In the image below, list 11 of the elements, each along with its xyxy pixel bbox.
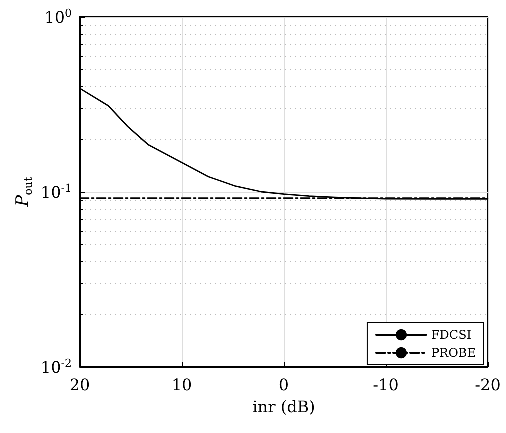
x-axis-title: inr (dB) bbox=[252, 398, 316, 416]
x-tick-label: 20 bbox=[70, 376, 90, 394]
x-tick-label: -20 bbox=[475, 376, 501, 394]
x-tick-label: 0 bbox=[278, 376, 290, 394]
y-tick-label: 10$^{-1}$ bbox=[40, 182, 72, 202]
y-tick-label: 10$^{0}$ bbox=[44, 6, 72, 28]
y-tick-label: 10$^{-2}$ bbox=[40, 356, 72, 378]
x-tick-label: -10 bbox=[373, 376, 399, 394]
x-tick-label: 10 bbox=[172, 376, 192, 394]
legend-label: FDCSI bbox=[431, 328, 472, 342]
legend-label: PROBE bbox=[431, 346, 476, 360]
